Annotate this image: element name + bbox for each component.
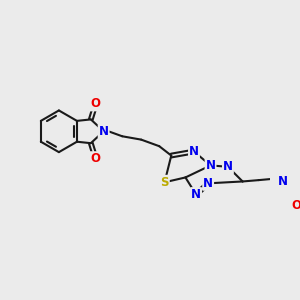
Text: N: N: [191, 188, 201, 201]
Text: N: N: [223, 160, 233, 173]
Text: N: N: [206, 159, 215, 172]
Text: S: S: [160, 176, 169, 189]
Text: N: N: [203, 177, 213, 190]
Text: O: O: [91, 152, 100, 165]
Text: N: N: [278, 176, 288, 188]
Text: N: N: [189, 145, 199, 158]
Text: O: O: [292, 199, 300, 212]
Text: N: N: [99, 125, 109, 138]
Text: O: O: [91, 98, 100, 110]
